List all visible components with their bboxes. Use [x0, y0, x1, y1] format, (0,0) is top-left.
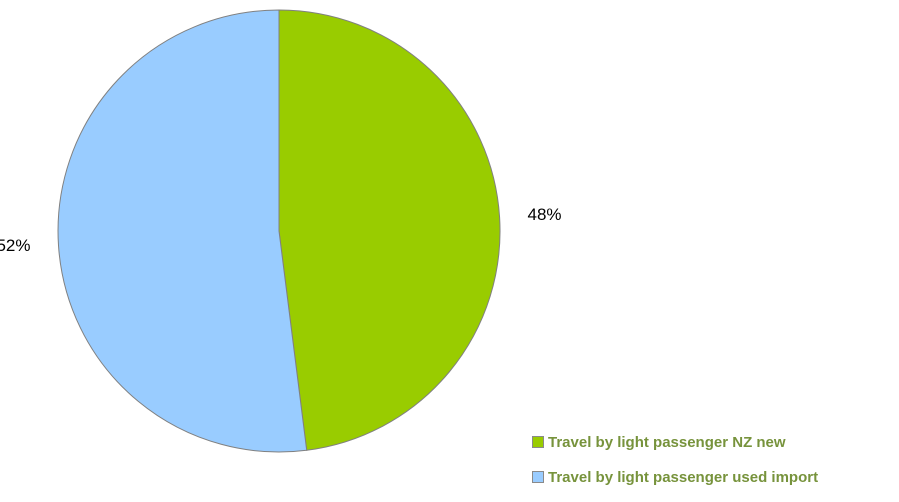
slice-label-2: 52%	[0, 236, 31, 255]
legend-label-used-import: Travel by light passenger used import	[548, 468, 819, 486]
slice-labels: 48% 52%	[0, 205, 562, 255]
legend-item-used-import: Travel by light passenger used import	[532, 467, 892, 487]
slice-label-1: 48%	[528, 205, 562, 224]
legend-label-nz-new: Travel by light passenger NZ new	[548, 433, 786, 451]
legend-swatch-nz-new	[532, 436, 544, 448]
pie-slice-1	[278, 9, 501, 451]
pie-slices	[57, 9, 501, 453]
legend-item-nz-new: Travel by light passenger NZ new	[532, 432, 892, 452]
legend: Travel by light passenger NZ new Travel …	[532, 432, 892, 502]
pie-slice-2	[57, 9, 308, 453]
legend-swatch-used-import	[532, 471, 544, 483]
